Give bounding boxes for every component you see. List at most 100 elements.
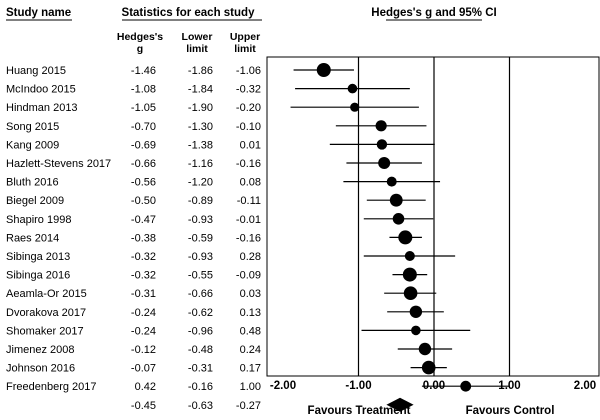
study-name-header: Study name	[6, 7, 71, 19]
plot-area-border	[266, 56, 600, 377]
summary-diamond	[386, 397, 414, 412]
study-row: Shapiro 1998 -0.47 -0.93 -0.01	[6, 213, 434, 226]
upper-limit-value: -0.16	[236, 232, 261, 244]
study-row: Song 2015 -0.70 -1.30 -0.10	[6, 120, 427, 133]
lower-limit-value: -0.48	[188, 344, 213, 356]
lower-limit-value: -1.20	[188, 177, 213, 189]
col-g-line2: g	[137, 43, 143, 55]
effect-point	[398, 230, 413, 245]
lower-limit-value: -1.86	[188, 65, 213, 77]
lower-limit-value: -1.38	[188, 139, 213, 151]
effect-point	[402, 267, 417, 282]
study-name: Song 2015	[6, 121, 59, 133]
col-upper-line2: limit	[234, 43, 256, 55]
upper-limit-value: 1.00	[240, 381, 261, 393]
hedges-g-value: -0.24	[131, 325, 156, 337]
study-row: McIndoo 2015 -1.08 -1.84 -0.32	[6, 84, 410, 96]
hedges-g-value: -0.12	[131, 344, 156, 356]
effect-point	[386, 176, 397, 187]
hedges-g-value: -0.50	[131, 195, 156, 207]
hedges-g-value: -0.07	[131, 363, 156, 375]
upper-limit-value: 0.48	[240, 325, 261, 337]
hedges-g-value: -0.31	[131, 288, 156, 300]
study-row: Biegel 2009 -0.50 -0.89 -0.11	[6, 193, 426, 207]
study-row: Kang 2009 -0.69 -1.38 0.01	[6, 139, 435, 151]
study-name: Jimenez 2008	[6, 344, 75, 356]
study-row: Jimenez 2008 -0.12 -0.48 0.24	[6, 342, 453, 356]
study-name: Sibinga 2013	[6, 251, 70, 263]
study-name: Johnson 2016	[6, 363, 75, 375]
upper-limit-value: 0.01	[240, 139, 261, 151]
upper-limit-value: 0.28	[240, 251, 261, 263]
study-name: McIndoo 2015	[6, 84, 76, 96]
lower-limit-value: -0.66	[188, 288, 213, 300]
effect-point	[350, 102, 360, 112]
study-row: Hindman 2013 -1.05 -1.90 -0.20	[6, 102, 419, 114]
hedges-g-value: -1.08	[131, 84, 156, 96]
hedges-g-value: -0.24	[131, 307, 156, 319]
lower-limit-value: -0.62	[188, 307, 213, 319]
hedges-g-value: 0.42	[135, 381, 156, 393]
upper-limit-value: 0.17	[240, 363, 261, 375]
hedges-g-value: -1.05	[131, 102, 156, 114]
upper-limit-value: -1.06	[236, 65, 261, 77]
study-row: Sibinga 2016 -0.32 -0.55 -0.09	[6, 267, 428, 282]
effect-point	[347, 83, 358, 94]
upper-limit-value: 0.13	[240, 307, 261, 319]
x-axis-ticks: -2.00 -1.00 0.00 1.00 2.00	[270, 380, 596, 392]
hedges-g-value: -0.32	[131, 270, 156, 282]
upper-limit-value: -0.11	[237, 195, 261, 207]
hedges-g-value: -0.70	[131, 121, 156, 133]
study-name: Hazlett-Stevens 2017	[6, 158, 111, 170]
study-row: Hazlett-Stevens 2017 -0.66 -1.16 -0.16	[6, 157, 422, 170]
summary-g-value: -0.45	[131, 400, 156, 412]
effect-point	[460, 380, 472, 392]
study-name: Hindman 2013	[6, 102, 78, 114]
col-upper-line1: Upper	[230, 31, 260, 43]
upper-limit-value: -0.01	[236, 214, 261, 226]
x-tick-label: 2.00	[574, 380, 596, 392]
upper-limit-value: -0.16	[236, 158, 261, 170]
lower-limit-value: -1.30	[188, 121, 213, 133]
effect-point	[421, 360, 436, 375]
hedges-g-value: -0.38	[131, 232, 156, 244]
study-row: Bluth 2016 -0.56 -1.20 0.08	[6, 176, 441, 189]
summary-row: -0.45 -0.63 -0.27	[131, 397, 414, 412]
favours-treatment-label: Favours Treatment	[308, 405, 411, 417]
study-name: Aeamla-Or 2015	[6, 288, 87, 300]
effect-point	[403, 286, 418, 301]
hedges-g-value: -0.32	[131, 251, 156, 263]
summary-lower-value: -0.63	[188, 400, 213, 412]
study-name: Shapiro 1998	[6, 214, 71, 226]
study-row: Freedenberg 2017 0.42 -0.16 1.00	[6, 380, 510, 393]
lower-limit-value: -0.93	[188, 251, 213, 263]
study-name: Raes 2014	[6, 232, 59, 244]
hedges-g-value: -0.66	[131, 158, 156, 170]
lower-limit-value: -1.84	[188, 84, 213, 96]
upper-limit-value: 0.03	[240, 288, 261, 300]
lower-limit-value: -0.59	[188, 232, 213, 244]
hedges-g-value: -0.56	[131, 177, 156, 189]
study-name: Shomaker 2017	[6, 325, 84, 337]
study-name: Sibinga 2016	[6, 270, 70, 282]
study-row: Sibinga 2013 -0.32 -0.93 0.28	[6, 251, 456, 263]
hedges-g-value: -0.69	[131, 139, 156, 151]
effect-point	[418, 342, 432, 356]
lower-limit-value: -0.16	[188, 381, 213, 393]
upper-limit-value: -0.20	[236, 102, 261, 114]
effect-point	[389, 193, 403, 207]
study-name: Huang 2015	[6, 65, 66, 77]
study-name: Freedenberg 2017	[6, 381, 97, 393]
upper-limit-value: -0.10	[236, 121, 261, 133]
effect-point	[316, 63, 331, 77]
effect-point	[392, 213, 405, 225]
study-name: Bluth 2016	[6, 177, 59, 189]
lower-limit-value: -1.16	[188, 158, 213, 170]
x-tick-label: 0.00	[423, 380, 445, 392]
effect-point	[409, 305, 423, 318]
lower-limit-value: -0.96	[188, 325, 213, 337]
reference-lines	[357, 57, 511, 376]
upper-limit-value: 0.24	[240, 344, 261, 356]
hedges-g-value: -0.47	[131, 214, 156, 226]
